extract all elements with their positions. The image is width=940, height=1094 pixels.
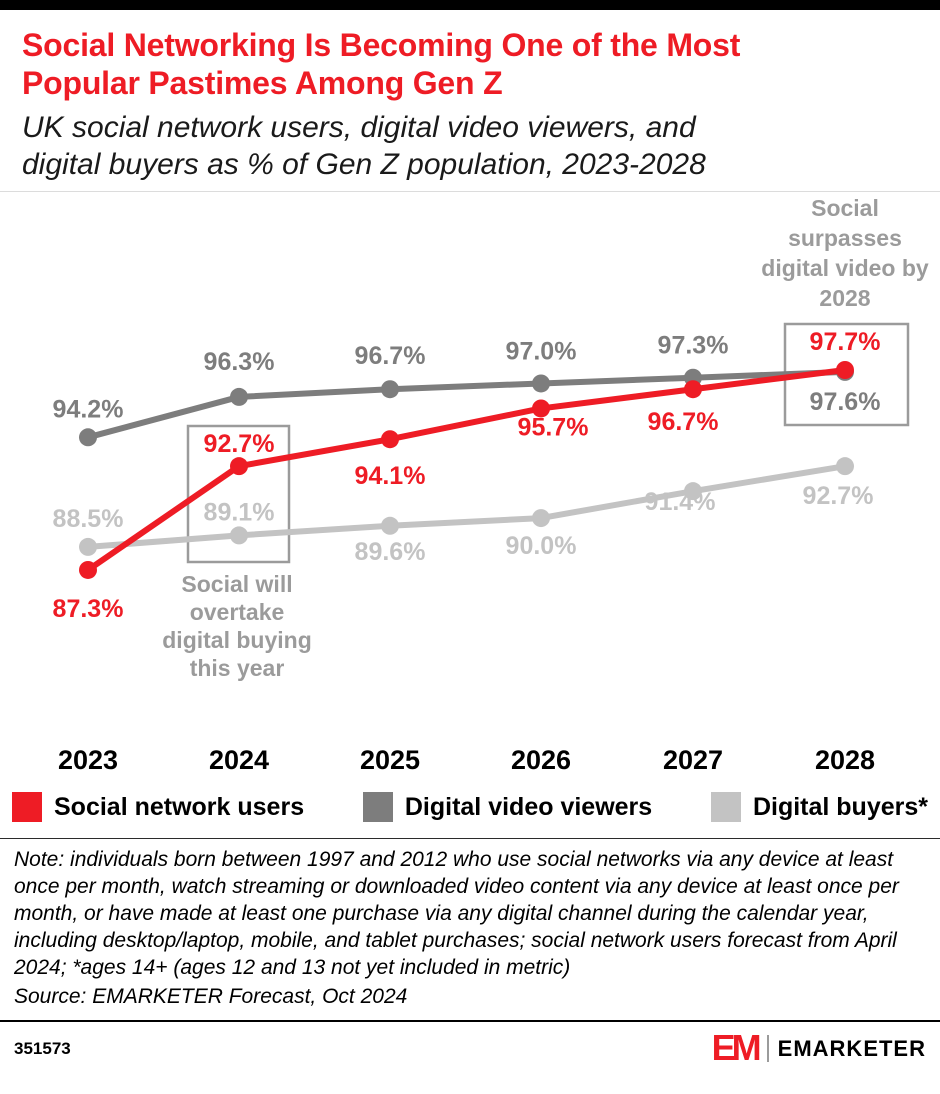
- data-label-social: 94.1%: [355, 462, 426, 490]
- data-label-buyers: 92.7%: [803, 482, 874, 510]
- data-label-social: 87.3%: [53, 595, 124, 623]
- data-point-social: [79, 561, 97, 580]
- annotation-text: surpasses: [788, 225, 902, 251]
- annotation-text: this year: [190, 655, 285, 681]
- data-label-social: 97.7%: [810, 328, 881, 356]
- video-swatch-icon: [362, 792, 393, 823]
- logo-wordmark: EMARKETER: [777, 1035, 926, 1061]
- data-label-video: 94.2%: [53, 395, 124, 423]
- series-line-buyers: [85, 463, 848, 551]
- data-label-video: 96.3%: [204, 348, 275, 376]
- data-label-social: 92.7%: [204, 430, 275, 458]
- data-point-video: [79, 428, 97, 447]
- chart-footer: 351573 EM EMARKETER: [0, 1020, 940, 1076]
- data-label-social: 95.7%: [518, 414, 589, 442]
- source-text: Source: EMARKETER Forecast, Oct 2024: [14, 984, 408, 1008]
- em-monogram-icon: EM: [711, 1027, 762, 1069]
- header-divider: [0, 191, 940, 193]
- chart-title: Social Networking Is Becoming One of the…: [22, 26, 918, 103]
- data-point-buyers: [230, 526, 248, 545]
- data-point-buyers: [381, 516, 399, 535]
- series-line-social: [85, 367, 848, 574]
- data-point-buyers: [684, 482, 702, 501]
- logo-divider: [766, 1035, 769, 1063]
- legend-label-video: Digital video viewers: [404, 792, 653, 821]
- annotation-text: digital video by: [761, 255, 929, 281]
- x-axis-label: 2024: [209, 745, 269, 775]
- data-point-social: [684, 380, 702, 399]
- data-point-buyers: [532, 509, 550, 528]
- data-point-video: [532, 374, 550, 393]
- chart-title-line: Social Networking Is Becoming One of the…: [22, 27, 741, 63]
- data-label-buyers: 88.5%: [53, 505, 124, 533]
- notes-divider: [0, 838, 940, 840]
- x-axis-label: 2023: [58, 745, 118, 775]
- annotation-text: digital buying: [162, 627, 312, 653]
- data-point-video: [381, 380, 399, 399]
- annotation-text: 2028: [819, 285, 870, 311]
- chart-title-line: Popular Pastimes Among Gen Z: [22, 65, 503, 102]
- x-axis-label: 2026: [511, 745, 571, 775]
- data-point-buyers: [836, 457, 854, 476]
- legend-item-video: Digital video viewers: [362, 792, 653, 823]
- data-point-video: [230, 388, 248, 407]
- data-label-social: 96.7%: [648, 408, 719, 436]
- data-point-social: [532, 399, 550, 418]
- x-axis-label: 2028: [815, 745, 875, 775]
- chart-legend: Social network users Digital video viewe…: [0, 784, 940, 830]
- notes-section: Note: individuals born between 1997 and …: [0, 839, 940, 1020]
- data-label-buyers: 90.0%: [506, 532, 577, 560]
- data-label-video: 97.3%: [658, 332, 729, 360]
- data-label-video: 97.0%: [506, 338, 577, 366]
- data-label-buyers: 89.6%: [355, 538, 426, 566]
- data-label-buyers: 89.1%: [204, 499, 275, 527]
- chart-subtitle-line: digital buyers as % of Gen Z population,…: [22, 147, 706, 181]
- x-axis-label: 2025: [360, 745, 420, 775]
- note-text: Note: individuals born between 1997 and …: [14, 848, 899, 979]
- annotation-box: [186, 424, 291, 564]
- annotation-text: Social will: [181, 571, 292, 597]
- data-label-video: 96.7%: [355, 342, 426, 370]
- chart-subtitle-line: UK social network users, digital video v…: [22, 110, 696, 144]
- data-label-buyers: 91.4%: [645, 488, 716, 516]
- top-black-bar: [0, 0, 940, 10]
- annotation-text: Social: [811, 195, 879, 221]
- buyers-swatch-icon: [710, 792, 741, 823]
- chart-id: 351573: [14, 1038, 71, 1058]
- emarketer-logo: EM EMARKETER: [711, 1027, 926, 1069]
- legend-item-social: Social network users: [12, 792, 305, 823]
- data-point-social: [230, 457, 248, 476]
- series-line-video: [85, 369, 848, 441]
- legend-label-buyers: Digital buyers*: [752, 792, 928, 821]
- data-label-video: 97.6%: [810, 388, 881, 416]
- data-point-buyers: [79, 538, 97, 557]
- data-point-social: [836, 361, 854, 380]
- annotation-text: overtake: [190, 599, 285, 625]
- x-axis-label: 2027: [663, 745, 723, 775]
- chart-header: Social Networking Is Becoming One of the…: [0, 10, 940, 191]
- legend-item-buyers: Digital buyers*: [710, 792, 928, 823]
- data-point-social: [381, 430, 399, 449]
- social-swatch-icon: [12, 792, 42, 823]
- chart-subtitle: UK social network users, digital video v…: [22, 109, 918, 183]
- legend-label-social: Social network users: [54, 792, 305, 821]
